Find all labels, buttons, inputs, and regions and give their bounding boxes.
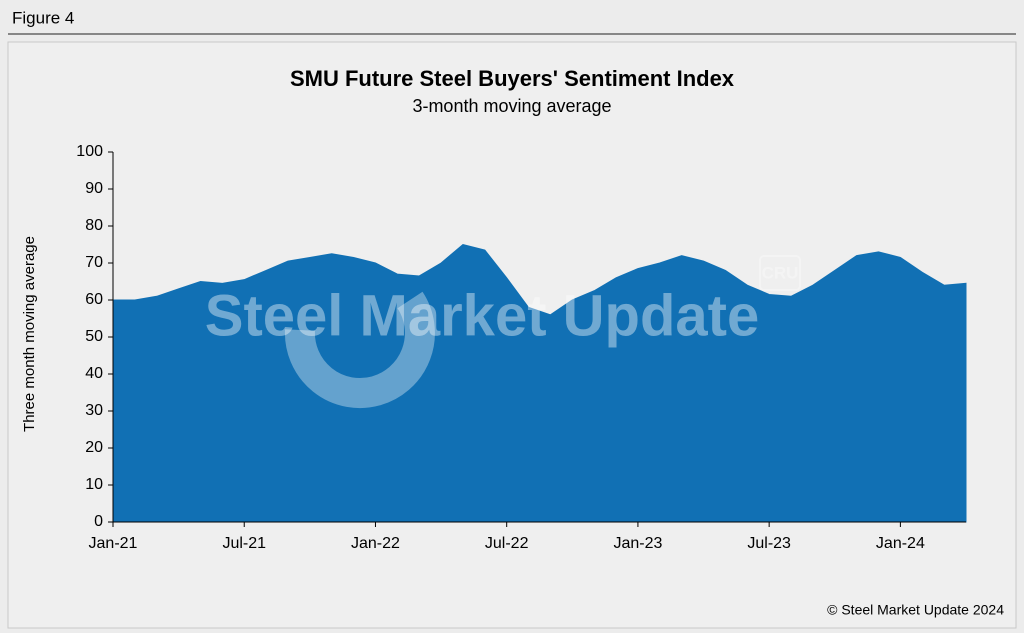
watermark-swoosh (284, 291, 435, 408)
y-tick-label: 20 (85, 439, 103, 456)
watermark-badge: CRU (762, 263, 799, 282)
y-tick-label: 100 (76, 143, 103, 160)
y-tick-label: 60 (85, 291, 103, 308)
y-tick-label: 10 (85, 476, 103, 493)
x-tick-label: Jan-21 (89, 535, 138, 552)
x-tick-label: Jul-23 (747, 535, 791, 552)
y-tick-label: 90 (85, 180, 103, 197)
plot-area: 0 10 20 30 40 50 60 70 80 90 100 Jan-21 Jul-21 Jan-22… (76, 143, 967, 552)
chart-title: SMU Future Steel Buyers' Sentiment Index (290, 66, 735, 91)
y-tick-label: 70 (85, 254, 103, 271)
x-tick-label: Jul-22 (485, 535, 529, 552)
x-tick-label: Jan-24 (876, 535, 925, 552)
y-axis-label: Three month moving average (21, 236, 38, 432)
watermark-badge-frame (759, 255, 801, 291)
y-tick-label: 0 (94, 513, 103, 530)
copyright: © Steel Market Update 2024 (827, 602, 1004, 618)
area (112, 243, 967, 523)
x-tick-label: Jan-23 (613, 535, 662, 552)
watermark: Steel Market Update (205, 283, 759, 348)
y-tick-label: 80 (85, 217, 103, 234)
watermark-group: Steel Market Update CRU (205, 255, 801, 408)
chart-subtitle: 3-month moving average (412, 96, 611, 116)
y-tick-label: 40 (85, 365, 103, 382)
figure-label: Figure 4 (12, 8, 74, 27)
y-tick-label: 50 (85, 328, 103, 345)
y-tick-label: 30 (85, 402, 103, 419)
x-tick-label: Jan-22 (351, 535, 400, 552)
x-tick-label: Jul-21 (222, 535, 266, 552)
